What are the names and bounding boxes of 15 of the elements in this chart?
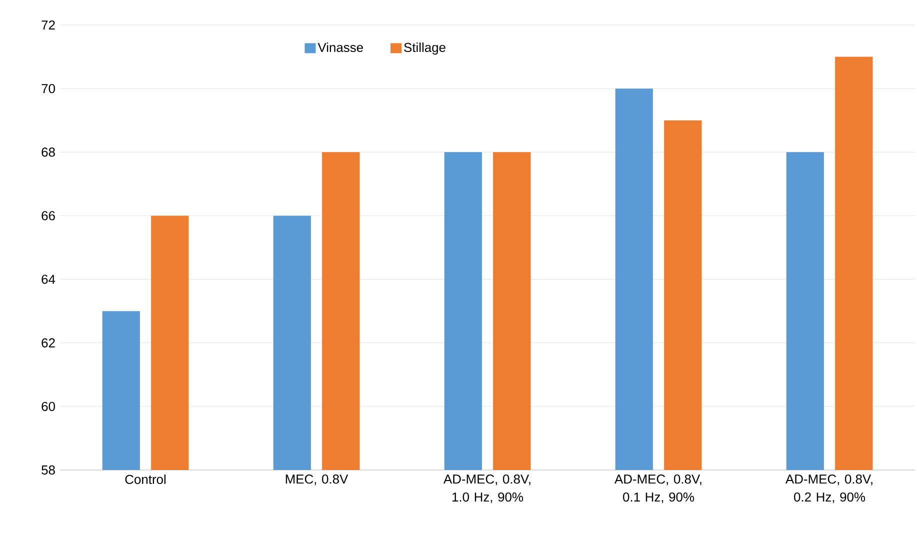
x-tick-label: AD-MEC, 0.8V, 1.0 Hz, 90% <box>444 474 530 504</box>
x-tick-label: AD-MEC, 0.8V, 0.2 Hz, 90% <box>786 474 872 504</box>
y-tick-label: 64 <box>42 274 56 284</box>
y-tick-label: 58 <box>42 465 55 475</box>
legend-label: Stillage <box>404 42 446 55</box>
x-tick-label: Control <box>125 474 166 484</box>
x-tick-label: MEC, 0.8V <box>286 474 348 486</box>
y-tick-label: 68 <box>42 148 55 157</box>
legend-label: Vinasse <box>318 42 363 52</box>
y-tick-label: 72 <box>42 20 55 30</box>
y-tick-label: 66 <box>42 211 55 220</box>
x-tick-label: AD-MEC, 0.8V, 0.1 Hz, 90% <box>614 474 702 504</box>
y-tick-label: 60 <box>42 402 55 412</box>
y-tick-label: 70 <box>42 84 55 94</box>
y-tick-label: 62 <box>42 338 55 348</box>
